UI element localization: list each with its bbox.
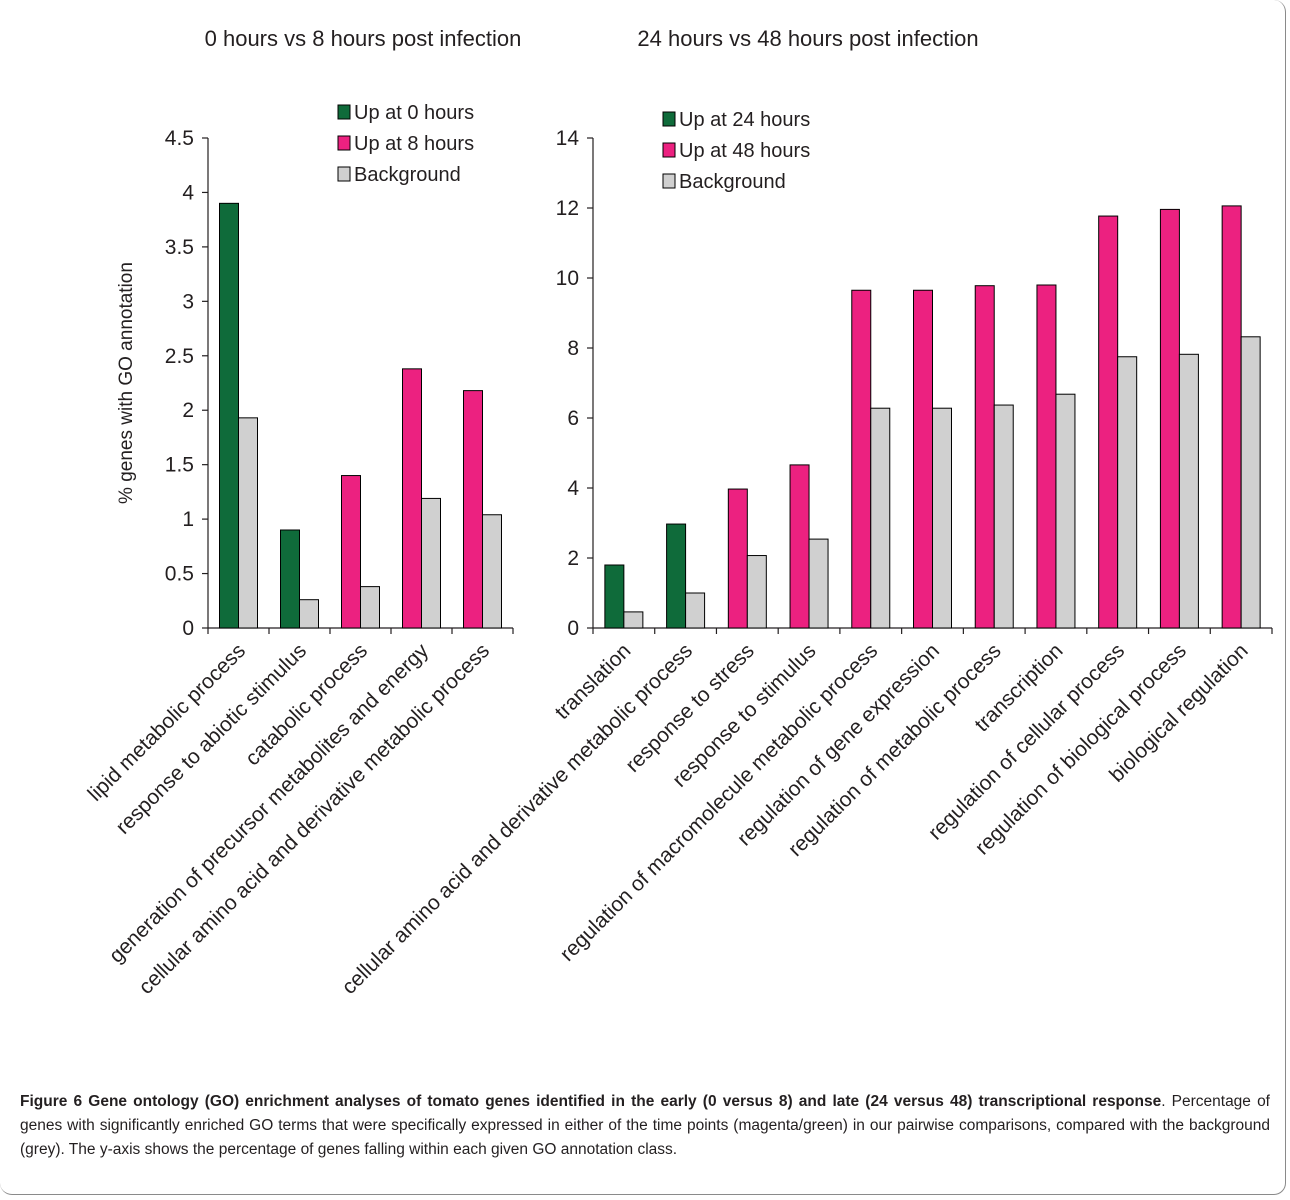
bar-background (932, 407, 952, 629)
bar-background (746, 555, 767, 629)
y-tick-label: 0.5 (165, 563, 194, 586)
y-tick-label: 3.5 (165, 236, 194, 259)
bar-background (870, 407, 891, 629)
y-tick-label: 2.5 (165, 345, 194, 368)
y-tick-label: 1.5 (165, 454, 194, 477)
bar-background (808, 538, 829, 629)
bar-up-at-8-hours (341, 475, 361, 629)
bar-up-at-48-hours (913, 289, 933, 629)
bar-up-at-24-hours (604, 564, 625, 629)
legend-label: Background (354, 164, 461, 186)
chart-title: 24 hours vs 48 hours post infection (637, 26, 978, 51)
bar-background (623, 611, 644, 629)
legend-label: Up at 48 hours (679, 140, 810, 162)
y-tick-label: 2 (182, 399, 194, 422)
legend-label: Up at 0 hours (354, 102, 474, 124)
bar-up-at-48-hours (727, 488, 748, 629)
bar-background (1178, 353, 1199, 629)
y-tick-label: 0 (182, 617, 194, 640)
bar-up-at-48-hours (1221, 205, 1242, 629)
y-tick-label: 1 (182, 508, 194, 531)
y-tick-label: 0 (567, 617, 579, 640)
bar-up-at-24-hours (666, 523, 687, 629)
bar-up-at-48-hours (974, 285, 995, 629)
bar-background (1055, 393, 1076, 629)
chart-early-response: 0 hours vs 8 hours post infection % genes… (84, 26, 522, 999)
legend-swatch (337, 135, 351, 151)
bar-background (482, 514, 502, 629)
bar-background (685, 592, 706, 629)
bar-up-at-8-hours (463, 390, 483, 629)
caption-title: Gene ontology (GO) enrichment analyses o… (88, 1093, 1162, 1110)
bar-up-at-48-hours (1036, 284, 1057, 629)
bar-up-at-48-hours (1159, 208, 1180, 629)
bar-background (1240, 336, 1261, 629)
bar-up-at-48-hours (789, 464, 810, 629)
bar-up-at-48-hours (1098, 215, 1119, 629)
y-tick-label: 14 (556, 127, 580, 150)
bar-background (993, 404, 1014, 629)
y-tick-label: 6 (567, 407, 579, 430)
legend-label: Up at 8 hours (354, 133, 474, 155)
legend-swatch (337, 104, 351, 120)
y-tick-label: 2 (567, 547, 579, 570)
y-tick-label: 12 (556, 197, 579, 220)
y-tick-label: 10 (556, 267, 579, 290)
bar-background (1117, 356, 1138, 629)
y-tick-label: 8 (567, 337, 579, 360)
chart-title: 0 hours vs 8 hours post infection (205, 26, 522, 51)
bar-up-at-0-hours (219, 202, 239, 629)
figure-caption: Figure 6 Gene ontology (GO) enrichment a… (20, 1090, 1270, 1162)
legend-swatch (337, 166, 351, 182)
legend-swatch (662, 173, 676, 189)
y-tick-label: 4.5 (165, 127, 194, 150)
legend-label: Up at 24 hours (679, 109, 810, 131)
bar-up-at-0-hours (280, 529, 300, 629)
legend-swatch (662, 111, 676, 127)
legend-label: Background (679, 171, 786, 193)
y-axis-label: % genes with GO annotation (116, 262, 137, 504)
bar-background (421, 497, 441, 629)
figure-charts: 0 hours vs 8 hours post infection % genes… (84, 26, 1273, 999)
legend-swatch (662, 142, 676, 158)
y-tick-label: 4 (567, 477, 579, 500)
caption-figure-label: Figure 6 (20, 1093, 83, 1110)
y-tick-label: 3 (182, 290, 194, 313)
bar-background (238, 417, 258, 629)
bar-background (360, 586, 380, 629)
bar-up-at-48-hours (851, 289, 872, 629)
bar-background (299, 599, 319, 629)
caption-body: . Percentage of genes with significantly… (20, 1093, 1270, 1158)
bar-up-at-8-hours (402, 368, 422, 629)
y-tick-label: 4 (182, 181, 194, 204)
